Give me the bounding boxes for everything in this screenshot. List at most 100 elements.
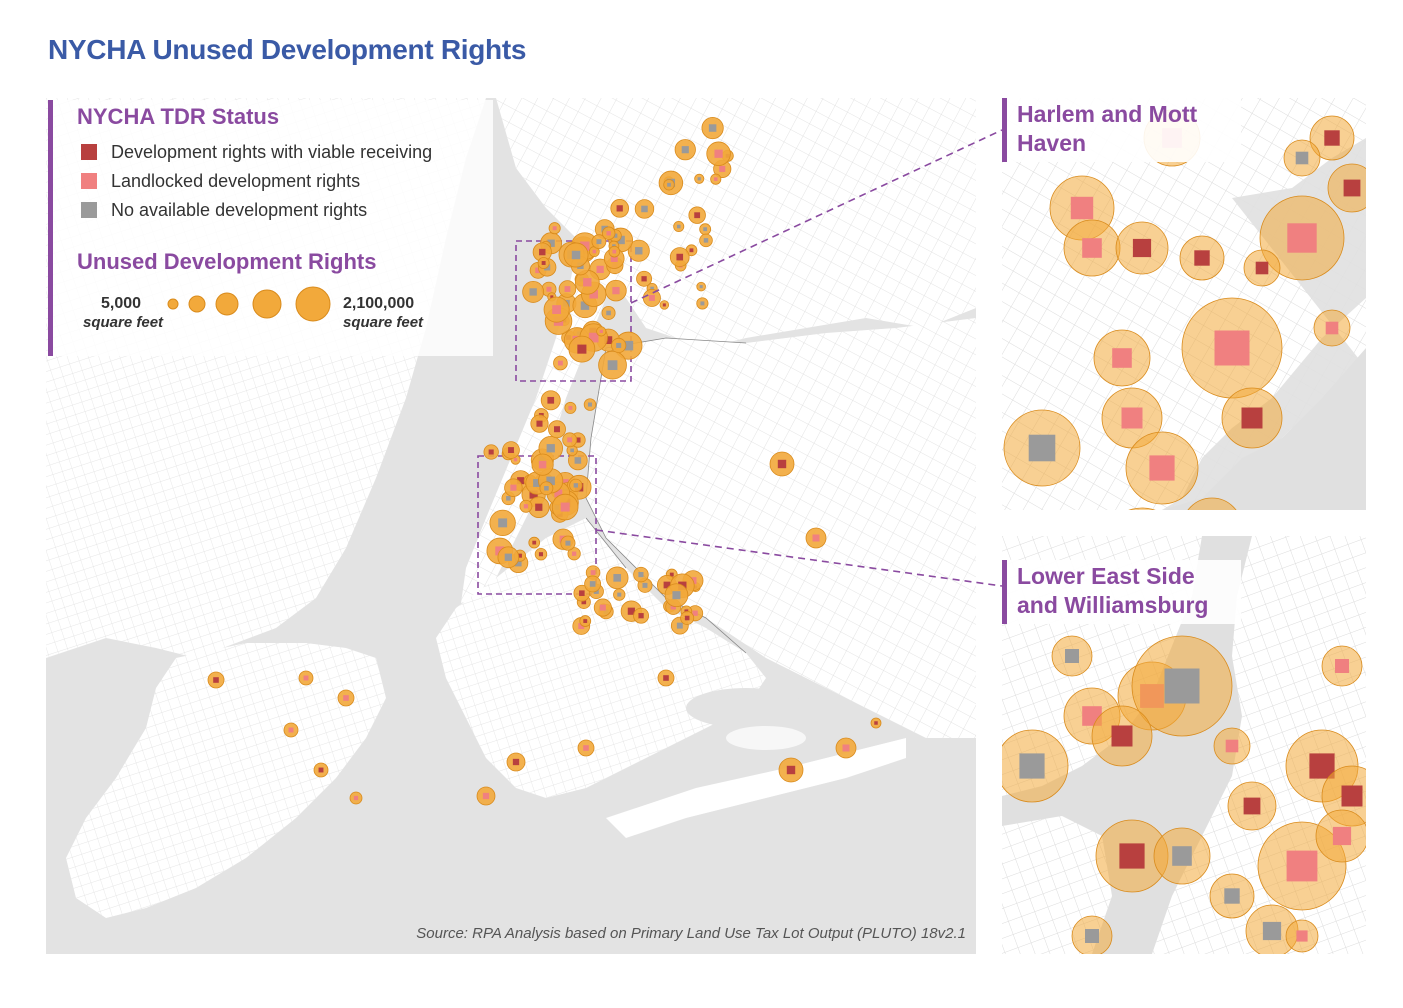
main-lot (506, 496, 511, 501)
main-lot (592, 249, 597, 254)
main-lot (599, 604, 606, 611)
main-lot (498, 518, 508, 528)
inset-harlem[interactable]: Harlem and Mott Haven (1002, 98, 1366, 510)
inset-les[interactable]: Lower East Side and Williamsburg (1002, 536, 1366, 954)
les-lot (1224, 888, 1240, 904)
les-lot (1296, 930, 1308, 942)
main-lot (627, 607, 635, 615)
main-lot (610, 255, 618, 263)
main-lot (541, 261, 546, 265)
main-lot (617, 592, 622, 597)
main-lot (517, 477, 525, 485)
harlem-lot (1287, 223, 1317, 253)
main-lot (616, 205, 623, 212)
main-lot (533, 479, 541, 487)
les-lot (1225, 739, 1239, 753)
harlem-lot (1241, 407, 1263, 429)
harlem-lot (1194, 250, 1210, 266)
main-lot (684, 615, 690, 621)
main-lot (692, 610, 698, 616)
main-lot (546, 444, 555, 453)
none-swatch (81, 202, 97, 218)
legend: NYCHA TDR Status Development rights with… (48, 100, 493, 356)
main-lot (676, 253, 684, 261)
harlem-lot (1255, 261, 1269, 275)
harlem-lot (1343, 179, 1361, 197)
main-lot (590, 570, 596, 575)
harlem-inset-map (1002, 98, 1366, 510)
rockaway-land (606, 738, 906, 838)
main-lot (213, 677, 219, 683)
les-lot (1172, 846, 1192, 866)
main-lot (616, 235, 625, 245)
main-lot (538, 552, 544, 557)
harlem-bubble (1187, 497, 1237, 510)
main-lot (697, 177, 701, 181)
main-lot (667, 182, 671, 187)
harlem-lot (1112, 348, 1132, 368)
main-lot (713, 177, 718, 181)
main-lot (676, 622, 683, 629)
main-lot (535, 267, 541, 274)
main-lot (662, 303, 666, 307)
harlem-inset-label: Harlem and Mott Haven (1002, 98, 1241, 162)
main-lot (552, 305, 562, 314)
harlem-lot (1070, 196, 1094, 220)
main-lot (523, 504, 529, 509)
harlem-lot (1214, 330, 1250, 366)
main-lot (670, 604, 676, 610)
harlem-lot (1295, 151, 1309, 165)
main-lot (635, 247, 643, 255)
harlem-bubble (1128, 507, 1156, 510)
main-lot (303, 675, 309, 681)
legend-item-landlocked: Landlocked development rights (81, 170, 360, 192)
viable-swatch (81, 144, 97, 160)
main-lot (703, 227, 708, 232)
status-legend-title: NYCHA TDR Status (77, 104, 280, 129)
main-lot (616, 342, 622, 348)
main-lot (571, 250, 581, 260)
main-lot (552, 226, 557, 231)
main-lot (589, 289, 598, 299)
main-lot (607, 360, 618, 371)
main-lot (535, 503, 543, 511)
harlem-lot (1149, 455, 1175, 481)
main-lot (812, 534, 820, 542)
les-lot (1065, 649, 1079, 663)
main-lot (568, 405, 573, 410)
main-lot (612, 249, 617, 254)
main-lot (596, 239, 602, 245)
main-lot (513, 458, 518, 462)
main-lot (613, 574, 622, 582)
main-lot (587, 402, 593, 407)
main-lot (546, 476, 555, 486)
main-lot (581, 599, 587, 605)
main-lot (596, 265, 604, 273)
main-lot (694, 212, 701, 219)
les-lot (1262, 921, 1282, 941)
main-lot (579, 590, 585, 596)
main-lot (517, 553, 522, 558)
main-lot (700, 301, 705, 306)
main-lot (529, 490, 538, 499)
main-lot (676, 224, 681, 229)
main-lot (538, 460, 547, 469)
main-lot (663, 675, 669, 681)
main-lot (638, 613, 644, 619)
les-lot (1286, 850, 1318, 882)
main-lot (777, 459, 787, 469)
main-lot (565, 540, 571, 546)
main-lot (510, 484, 517, 491)
main-lot (547, 396, 555, 404)
main-lot (288, 727, 294, 733)
main-lot (532, 540, 537, 545)
main-lot (577, 344, 587, 354)
les-lot (1341, 785, 1363, 807)
main-lot (554, 489, 563, 498)
les-lot (1111, 725, 1133, 747)
main-lot (699, 285, 703, 289)
main-lot (560, 502, 570, 512)
legend-item-none: No available development rights (81, 199, 367, 221)
harlem-extent-box (515, 240, 632, 382)
main-lot (571, 551, 577, 556)
